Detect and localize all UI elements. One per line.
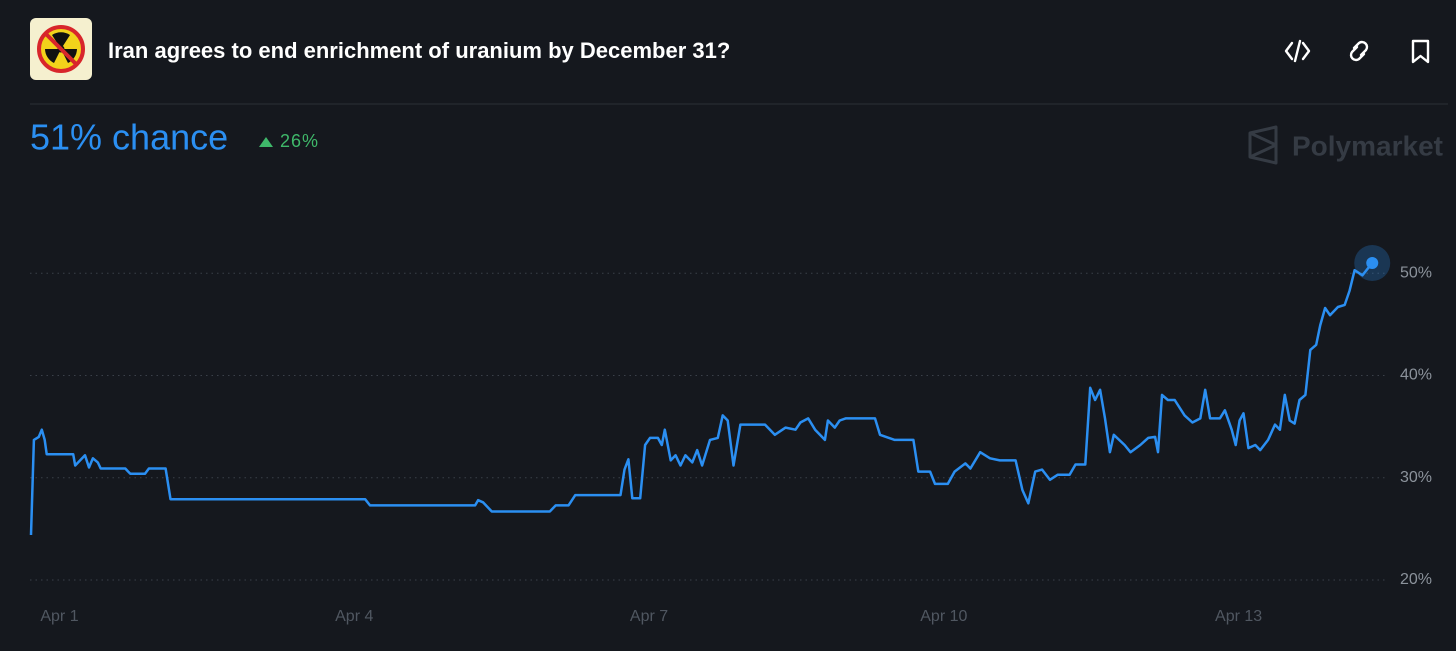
x-tick-label: Apr 10 (920, 608, 967, 625)
change-arrow (259, 137, 273, 147)
x-tick-label: Apr 7 (630, 608, 668, 625)
link-button[interactable] (1349, 40, 1369, 62)
bookmark-button[interactable] (1411, 39, 1430, 64)
market-icon (30, 18, 92, 80)
x-tick-label: Apr 1 (40, 608, 78, 625)
chart-title: Iran agrees to end enrichment of uranium… (108, 38, 730, 63)
headline: 51% chance (30, 117, 228, 158)
price-line (29, 262, 1374, 536)
y-tick-label: 40% (1400, 367, 1432, 384)
change: 26% (280, 131, 319, 151)
y-tick-label: 30% (1400, 469, 1432, 486)
y-tick-label: 20% (1400, 571, 1432, 588)
brand-logo (1248, 125, 1278, 165)
brand-name: Polymarket (1292, 130, 1443, 161)
embed-button[interactable] (1284, 39, 1311, 63)
x-tick-label: Apr 13 (1215, 608, 1262, 625)
last-point (1366, 257, 1379, 270)
y-tick-label: 50% (1400, 264, 1432, 281)
x-tick-label: Apr 4 (335, 608, 373, 625)
